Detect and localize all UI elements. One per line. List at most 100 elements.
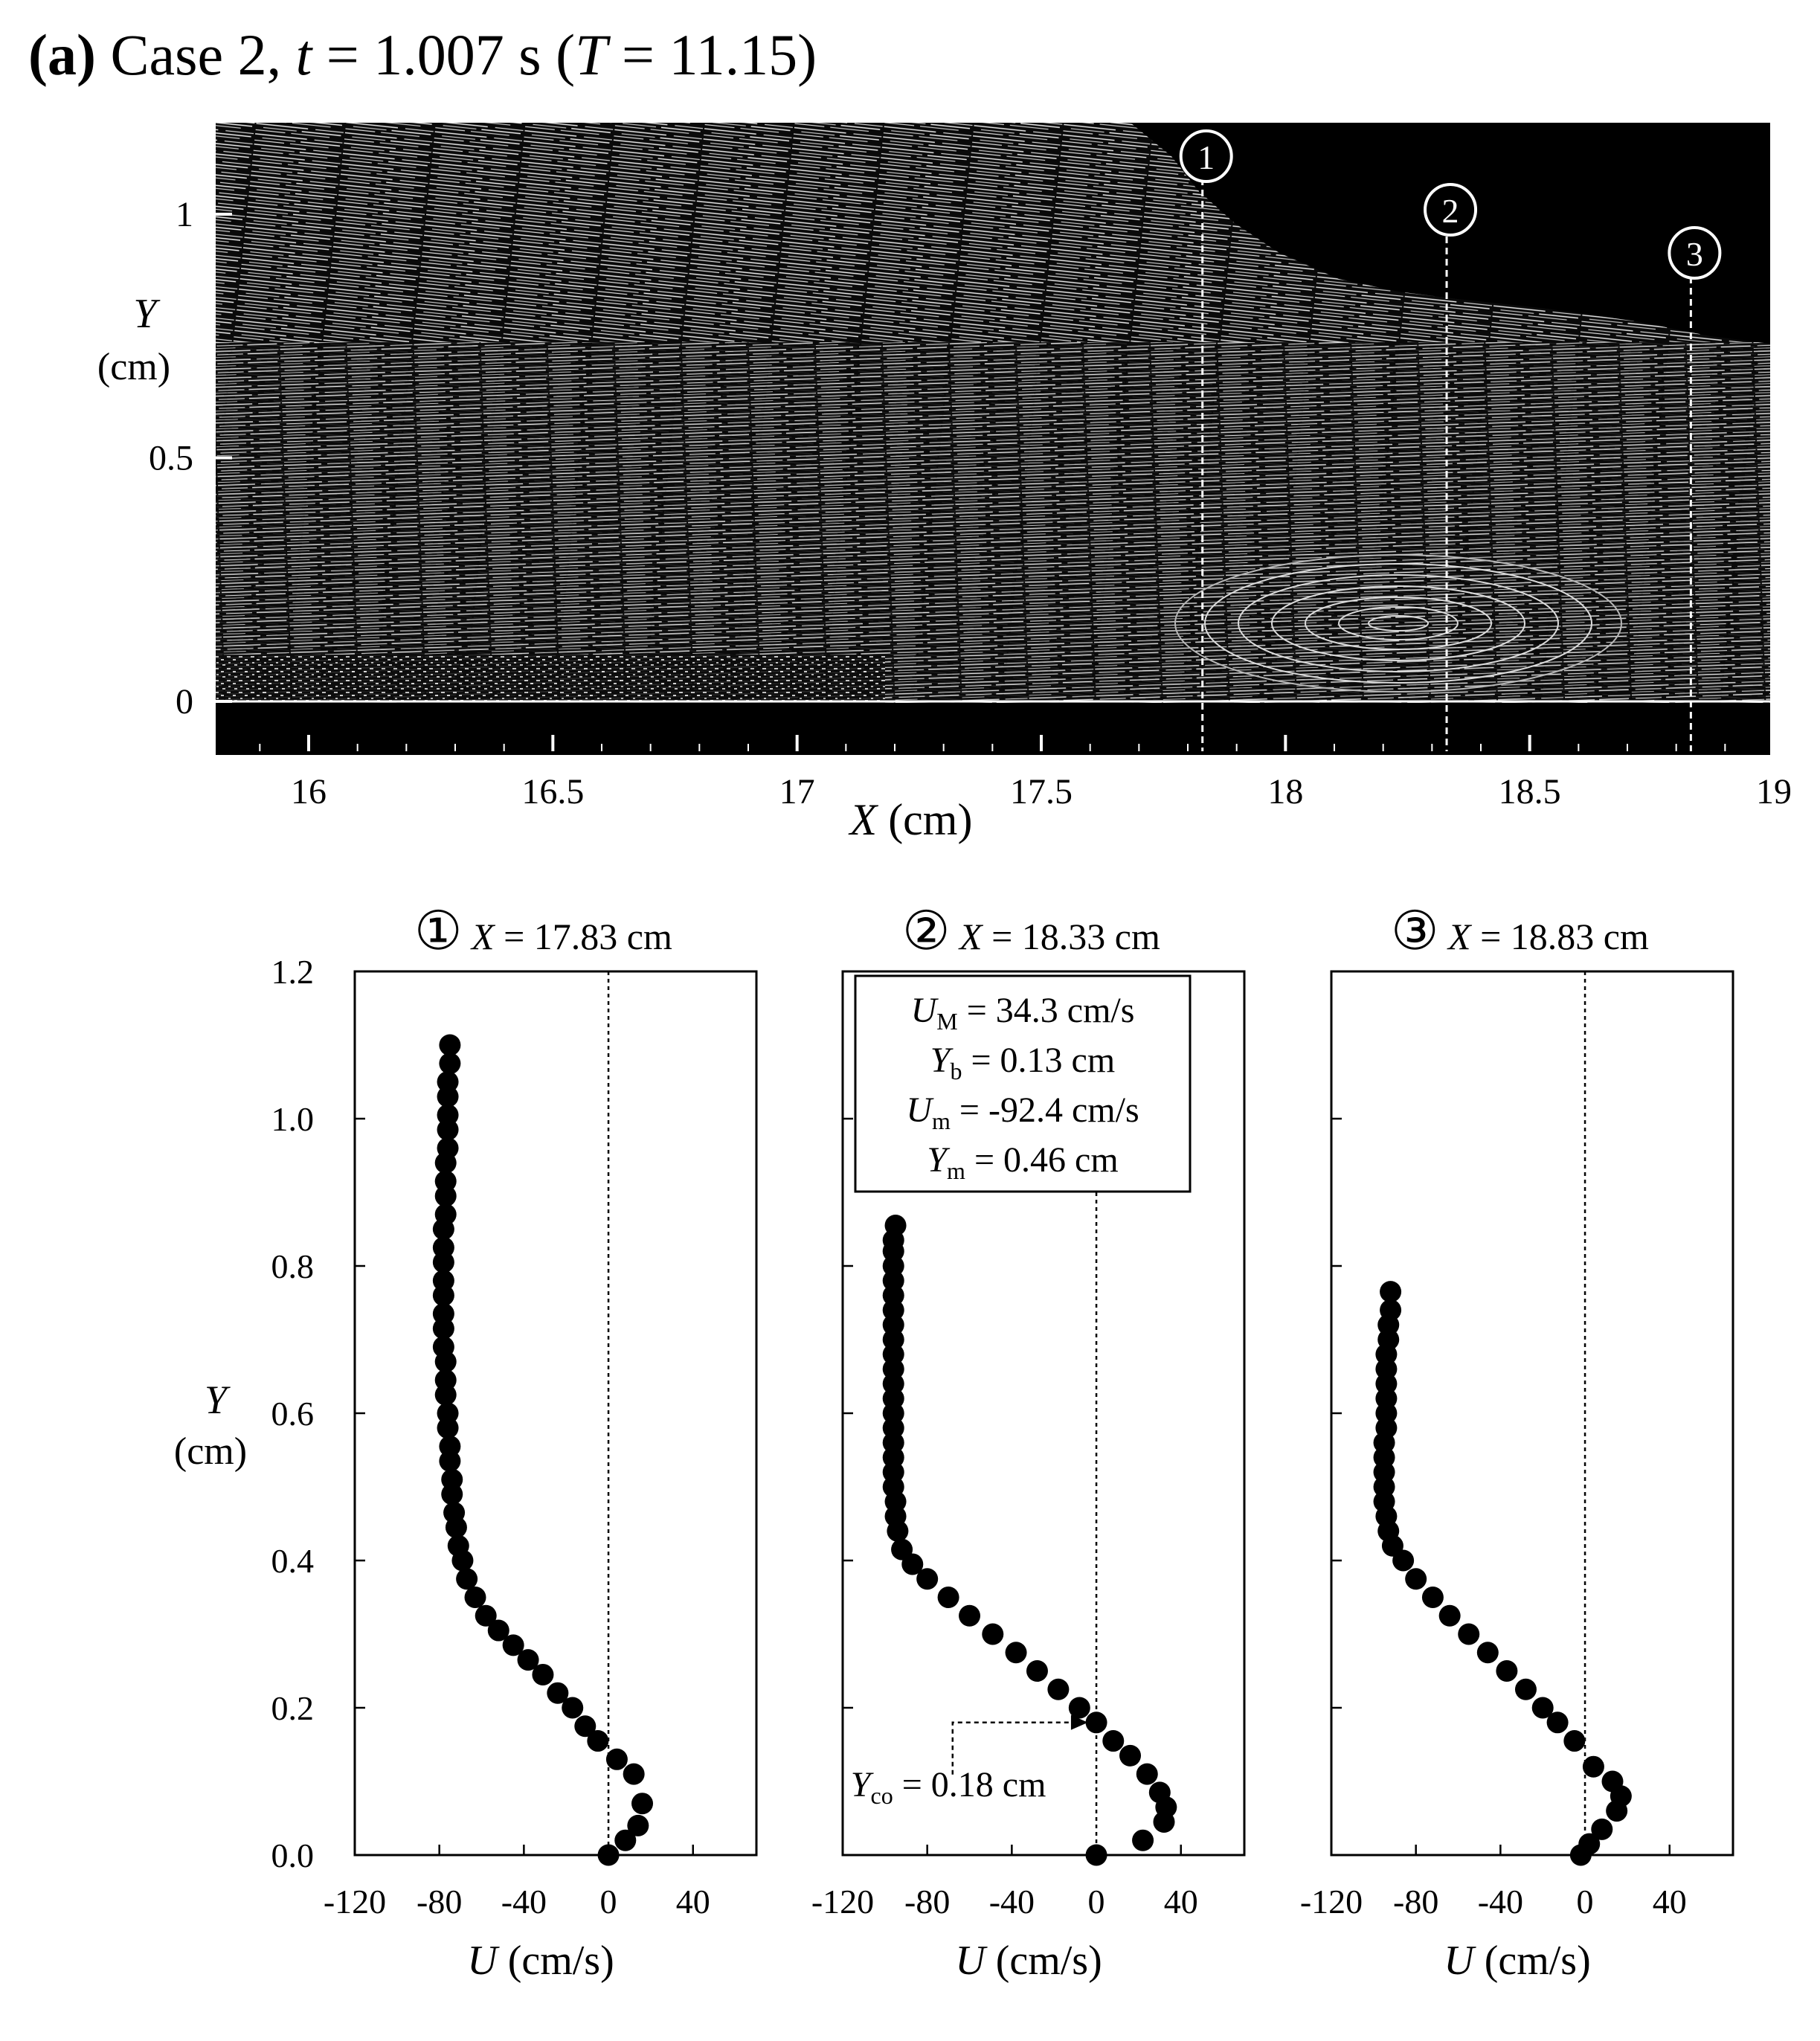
- stats-line: UM = 34.3 cm/s: [911, 991, 1135, 1035]
- x-tick-label: -40: [989, 1883, 1035, 1921]
- data-point: [1148, 1781, 1171, 1804]
- data-point: [937, 1587, 959, 1608]
- x-axis-label: U (cm/s): [467, 1938, 614, 1984]
- chart-title-value: = 18.33 cm: [983, 916, 1160, 957]
- stats-line: Ym = 0.46 cm: [927, 1140, 1118, 1184]
- data-point: [1085, 1844, 1107, 1866]
- y-tick-label: 0.0: [271, 1836, 315, 1874]
- plot-frame: [353, 970, 758, 1857]
- data-point: [437, 1104, 459, 1126]
- velocity-profile-charts: -120 -80 -40 0 40 0.0 0.2 0.4 0.6 0.8 1.0 1.2 U (cm/…: [174, 901, 1734, 1984]
- image-x-axis-label-var: X: [849, 795, 879, 844]
- figure-time-value: = 1.007 s (: [312, 22, 575, 87]
- annotation-arrow-line: [951, 1721, 1084, 1775]
- data-point: [562, 1697, 584, 1719]
- x-tick-label: -80: [904, 1883, 950, 1921]
- x-tick-label: -120: [1300, 1883, 1363, 1921]
- data-point: [1531, 1697, 1554, 1719]
- chart-title-gap: [1439, 916, 1449, 957]
- x-tick-label: 0: [1088, 1883, 1105, 1921]
- profile-chart-1: -120 -80 -40 0 40 0.0 0.2 0.4 0.6 0.8 1.0 1.2 U (cm/…: [174, 901, 758, 1984]
- image-x-tick-label: 18: [1267, 772, 1303, 811]
- stats-value: = 0.46 cm: [965, 1140, 1119, 1180]
- flow-visualization-image: [216, 123, 1770, 755]
- data-point: [1102, 1730, 1125, 1752]
- data-point: [439, 1436, 461, 1458]
- data-point: [1119, 1744, 1142, 1767]
- data-point: [447, 1534, 469, 1557]
- data-point: [1601, 1770, 1624, 1793]
- data-point: [605, 1748, 628, 1770]
- data-point: [1136, 1763, 1158, 1785]
- data-point: [434, 1203, 457, 1226]
- stats-subscript: m: [947, 1157, 965, 1184]
- image-y-tick-label: 0.5: [149, 439, 193, 478]
- data-point: [623, 1763, 645, 1785]
- figure-title: (a) Case 2, t = 1.007 s (T = 11.15): [28, 22, 817, 87]
- x-tick-label: -80: [417, 1883, 462, 1921]
- data-point: [547, 1682, 569, 1704]
- stats-line: Um = -92.4 cm/s: [906, 1090, 1139, 1134]
- data-point: [437, 1137, 459, 1160]
- data-point: [597, 1844, 620, 1866]
- annotation-label: Yco = 0.18 cm: [851, 1765, 1046, 1809]
- stats-subscript: M: [936, 1008, 957, 1035]
- y-tick-label: 0.2: [271, 1689, 315, 1727]
- data-point: [587, 1730, 609, 1752]
- stats-subscript: m: [932, 1108, 951, 1134]
- x-axis-label-var: U: [955, 1938, 988, 1984]
- data-point: [532, 1663, 554, 1685]
- annotation-value: = 0.18 cm: [893, 1765, 1046, 1804]
- image-y-axis-label-var: Y: [133, 291, 161, 337]
- data-point: [1458, 1623, 1480, 1645]
- chart-title: ② X = 18.33 cm: [902, 901, 1160, 961]
- stats-var: Y: [927, 1140, 950, 1180]
- chart-title-gap: [951, 916, 960, 957]
- stats-box: [854, 974, 1192, 1193]
- data-point: [1591, 1818, 1613, 1840]
- data-point: [437, 1071, 459, 1093]
- y-tick-label: 1.0: [271, 1100, 315, 1138]
- figure-T-var: T: [575, 22, 611, 87]
- y-axis-label-var: Y: [205, 1378, 231, 1422]
- stats-var: U: [906, 1090, 934, 1130]
- chart-title-marker: ②: [902, 901, 951, 961]
- x-axis-label-unit: (cm/s): [1474, 1938, 1591, 1984]
- x-tick-label: 0: [600, 1883, 617, 1921]
- data-point: [437, 1402, 459, 1424]
- image-x-tick-label: 17.5: [1010, 772, 1073, 811]
- data-point: [1380, 1299, 1402, 1321]
- data-point: [1563, 1730, 1586, 1752]
- x-tick-label: -120: [324, 1883, 386, 1921]
- data-point: [627, 1814, 649, 1836]
- image-x-tick-label: 17: [779, 772, 815, 811]
- data-point: [1132, 1829, 1154, 1851]
- data-point: [1582, 1755, 1604, 1778]
- chart-title-gap: [463, 916, 472, 957]
- y-tick-label: 0.6: [271, 1395, 315, 1433]
- data-point: [959, 1604, 981, 1627]
- data-point: [1421, 1587, 1444, 1608]
- image-y-axis-label-unit: (cm): [97, 346, 170, 388]
- data-point: [1514, 1678, 1537, 1700]
- section-marker-number: 1: [1197, 138, 1215, 176]
- data-point: [456, 1568, 478, 1590]
- figure-T-value: = 11.15): [607, 22, 817, 87]
- image-x-axis-label-unit: (cm): [877, 795, 972, 844]
- figure-time-var: t: [296, 22, 314, 87]
- image-y-tick-label: 1: [176, 195, 193, 234]
- stats-var: U: [911, 991, 939, 1030]
- chart-title-var: X: [958, 916, 984, 957]
- y-tick-label: 0.8: [271, 1247, 315, 1285]
- section-marker-number: 3: [1686, 235, 1703, 273]
- data-point: [1047, 1678, 1070, 1700]
- data-point: [434, 1170, 457, 1192]
- data-point: [443, 1502, 466, 1524]
- data-point: [1026, 1660, 1048, 1682]
- annotation-arrow-head: [1070, 1714, 1088, 1730]
- data-point: [441, 1468, 463, 1491]
- x-axis-label-unit: (cm/s): [985, 1938, 1102, 1984]
- section-marker-number: 2: [1442, 192, 1459, 230]
- x-tick-label: -40: [1478, 1883, 1523, 1921]
